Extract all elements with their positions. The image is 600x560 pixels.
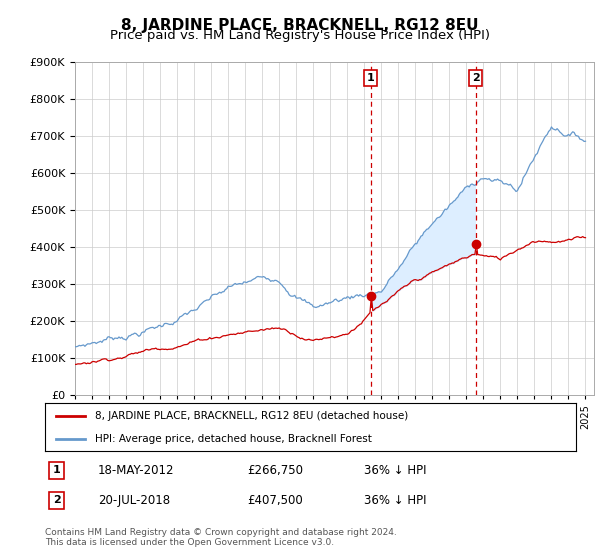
Text: 36% ↓ HPI: 36% ↓ HPI xyxy=(364,494,426,507)
Text: 1: 1 xyxy=(367,73,374,83)
Text: 8, JARDINE PLACE, BRACKNELL, RG12 8EU: 8, JARDINE PLACE, BRACKNELL, RG12 8EU xyxy=(121,18,479,33)
Text: 36% ↓ HPI: 36% ↓ HPI xyxy=(364,464,426,477)
Text: 1: 1 xyxy=(53,465,61,475)
Text: 2: 2 xyxy=(53,496,61,505)
Text: £407,500: £407,500 xyxy=(247,494,302,507)
Text: HPI: Average price, detached house, Bracknell Forest: HPI: Average price, detached house, Brac… xyxy=(95,435,373,445)
Text: £266,750: £266,750 xyxy=(247,464,303,477)
Text: Contains HM Land Registry data © Crown copyright and database right 2024.
This d: Contains HM Land Registry data © Crown c… xyxy=(45,528,397,548)
Text: 8, JARDINE PLACE, BRACKNELL, RG12 8EU (detached house): 8, JARDINE PLACE, BRACKNELL, RG12 8EU (d… xyxy=(95,411,409,421)
Text: Price paid vs. HM Land Registry's House Price Index (HPI): Price paid vs. HM Land Registry's House … xyxy=(110,29,490,42)
Text: 18-MAY-2012: 18-MAY-2012 xyxy=(98,464,175,477)
Text: 20-JUL-2018: 20-JUL-2018 xyxy=(98,494,170,507)
Text: 2: 2 xyxy=(472,73,479,83)
